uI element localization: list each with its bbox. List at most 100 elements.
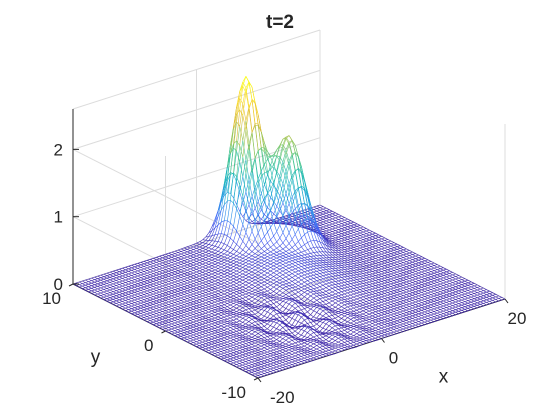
mesh-segment [273, 293, 277, 296]
mesh-segment [242, 273, 246, 276]
mesh-segment [257, 342, 262, 345]
mesh-segment [236, 261, 240, 264]
mesh-segment [137, 264, 141, 267]
mesh-segment [261, 333, 265, 336]
mesh-segment [233, 346, 237, 348]
mesh-segment [285, 262, 290, 266]
mesh-segment [236, 352, 240, 355]
mesh-segment [137, 297, 141, 300]
mesh-segment [223, 319, 228, 322]
mesh-segment [131, 277, 135, 280]
mesh-segment [255, 123, 259, 125]
mesh-segment [150, 264, 154, 267]
mesh-segment [273, 265, 277, 268]
mesh-segment [208, 337, 212, 340]
mesh-segment [88, 281, 92, 284]
mesh-segment [205, 266, 209, 269]
mesh-segment [230, 327, 234, 330]
mesh-segment [239, 196, 244, 217]
mesh-segment [177, 275, 182, 278]
mesh-segment [211, 307, 215, 309]
mesh-segment [260, 337, 265, 339]
mesh-segment [205, 309, 209, 311]
mesh-segment [202, 322, 206, 325]
mesh-segment [242, 343, 246, 345]
mesh-segment [254, 341, 259, 344]
mesh-segment [214, 271, 219, 273]
mesh-segment [147, 269, 151, 271]
mesh-segment [150, 298, 154, 301]
mesh-segment [202, 316, 206, 319]
mesh-segment [190, 285, 194, 288]
mesh-segment [190, 327, 194, 331]
mesh-segment [100, 281, 104, 284]
mesh-segment [258, 276, 262, 279]
mesh-segment [288, 165, 293, 181]
mesh-segment [261, 284, 265, 287]
mesh-segment [267, 242, 271, 248]
mesh-segment [202, 239, 206, 243]
mesh-segment [171, 268, 176, 271]
mesh-segment [199, 265, 203, 268]
mesh-segment [245, 300, 250, 304]
mesh-segment [220, 265, 225, 268]
mesh-segment [295, 258, 299, 260]
mesh-segment [230, 272, 234, 275]
grid-top-back [72, 29, 321, 110]
mesh-segment [282, 261, 287, 264]
mesh-segment [199, 254, 203, 257]
mesh-segment [236, 145, 240, 177]
mesh-segment [242, 292, 246, 295]
mesh-segment [199, 330, 203, 333]
mesh-segment [214, 353, 219, 356]
mesh-segment [202, 318, 206, 321]
mesh-segment [208, 346, 212, 349]
mesh-segment [227, 245, 231, 248]
mesh-segment [295, 224, 299, 227]
mesh-segment [156, 302, 160, 304]
mesh-segment [184, 272, 188, 274]
mesh-segment [221, 252, 225, 255]
mesh-segment [288, 275, 293, 278]
mesh-segment [140, 285, 145, 288]
mesh-segment [273, 310, 277, 315]
mesh-segment [245, 259, 250, 262]
mesh-segment [273, 231, 277, 237]
mesh-segment [131, 263, 135, 266]
mesh-segment [230, 322, 234, 325]
mesh-segment [174, 279, 179, 282]
mesh-segment [217, 282, 222, 285]
mesh-segment [214, 337, 219, 341]
mesh-segment [208, 287, 212, 289]
mesh-segment [180, 329, 185, 332]
mesh-segment [217, 210, 222, 225]
mesh-segment [242, 351, 246, 355]
mesh-segment [236, 363, 240, 365]
mesh-segment [109, 293, 114, 296]
mesh-segment [205, 317, 209, 319]
mesh-segment [211, 257, 216, 260]
mesh-segment [270, 335, 274, 338]
mesh-segment [196, 290, 200, 293]
mesh-segment [208, 268, 213, 271]
mesh-segment [258, 261, 262, 264]
mesh-segment [143, 265, 148, 267]
mesh-segment [248, 326, 252, 329]
mesh-segment [193, 278, 197, 281]
mesh-segment [257, 364, 262, 366]
mesh-segment [187, 333, 191, 335]
mesh-segment [301, 185, 305, 204]
mesh-segment [288, 144, 293, 156]
mesh-segment [140, 282, 145, 285]
mesh-segment [131, 275, 135, 278]
mesh-segment [211, 340, 215, 342]
mesh-segment [162, 274, 166, 277]
mesh-segment [245, 275, 250, 278]
mesh-segment [186, 311, 191, 314]
mesh-segment [106, 284, 111, 287]
mesh-segment [186, 326, 191, 329]
mesh-segment [251, 86, 256, 103]
mesh-segment [202, 318, 206, 320]
mesh-segment [208, 332, 212, 335]
mesh-segment [273, 173, 277, 183]
